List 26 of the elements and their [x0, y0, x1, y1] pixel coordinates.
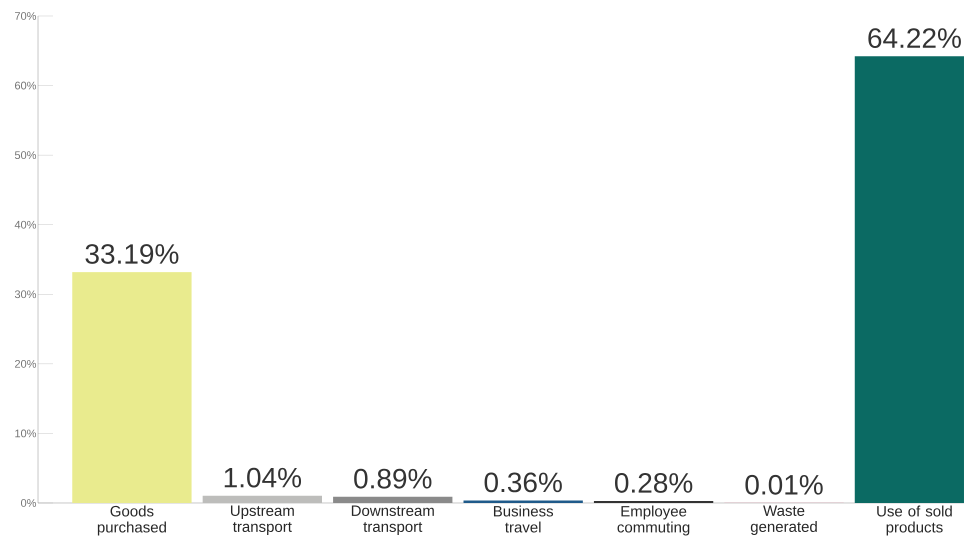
y-tick-label: 0%: [21, 499, 36, 507]
data-label: 64.22%: [868, 28, 961, 48]
x-tick-label: Employee commuting: [618, 506, 690, 536]
bar: [333, 496, 452, 503]
y-tick-label: 40%: [14, 220, 36, 229]
x-tick-label: Goods purchased: [98, 506, 166, 536]
data-label: 1.04%: [224, 468, 302, 488]
y-tick-label: 50%: [14, 151, 36, 160]
x-tick-label: Upstream transport: [230, 506, 294, 535]
bar: [202, 496, 322, 503]
y-tick-label: 70%: [15, 12, 36, 20]
bar: [72, 272, 192, 503]
bar: [464, 500, 583, 503]
y-tick-label: 10%: [15, 430, 36, 438]
x-tick-label: Waste generated: [750, 506, 817, 535]
y-tick-label: 20%: [15, 360, 36, 368]
data-label: 33.19%: [85, 244, 178, 264]
x-tick-label: Business travel: [494, 506, 554, 533]
data-label: 0.89%: [354, 468, 432, 489]
x-tick-label: Downstream transport: [352, 506, 434, 535]
data-label: 0.01%: [745, 474, 823, 495]
data-label: 0.28%: [614, 473, 692, 493]
y-tick-label: 60%: [15, 82, 36, 90]
y-tick-label: 30%: [14, 290, 36, 298]
x-tick-label: Use of sold products: [877, 506, 952, 536]
data-label: 0.36%: [484, 472, 562, 492]
